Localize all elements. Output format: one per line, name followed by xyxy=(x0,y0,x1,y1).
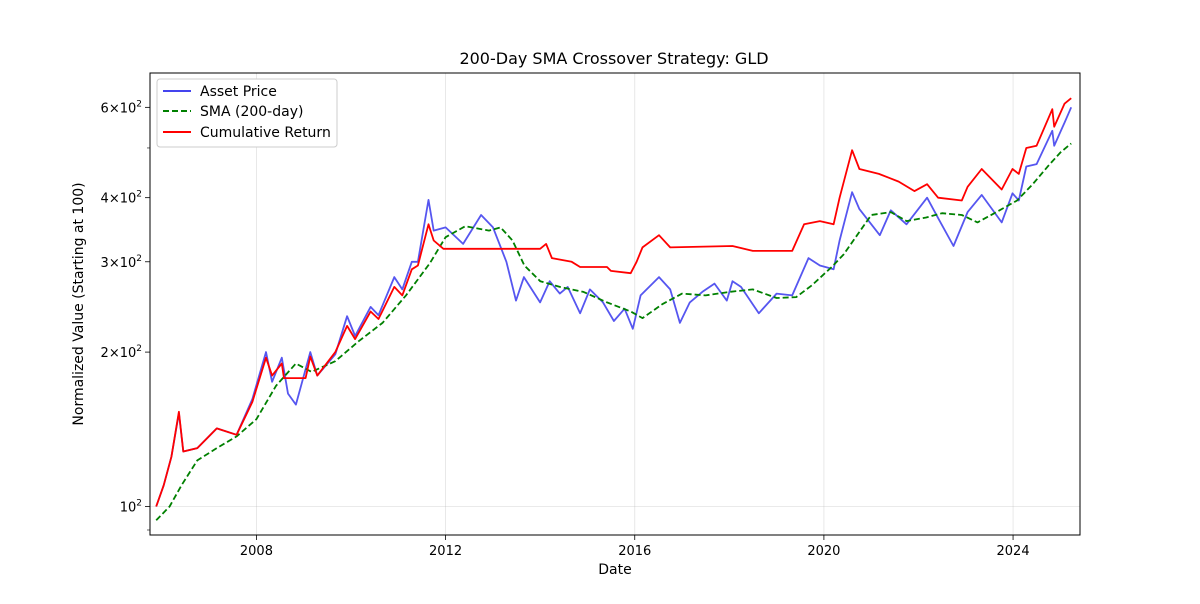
axis-layer: 2008 2012 2016 2020 2024 102 2×102 3×102 4×102 6×… xyxy=(101,99,1030,559)
y-tick-label-600: 6×102 xyxy=(101,99,142,116)
x-tick-label-2008: 2008 xyxy=(240,544,273,559)
x-axis-label: Date xyxy=(598,562,631,578)
series-layer xyxy=(155,97,1073,521)
series-line-cumulative-return xyxy=(155,97,1072,507)
legend-label-cumulative-return: Cumulative Return xyxy=(200,125,331,141)
legend-label-sma: SMA (200-day) xyxy=(200,104,303,120)
series-line-asset-price xyxy=(155,106,1073,507)
legend-label-asset-price: Asset Price xyxy=(200,84,277,100)
grid-layer xyxy=(150,73,1080,535)
y-tick-label-200: 2×102 xyxy=(101,344,142,361)
y-tick-label-100: 102 xyxy=(120,499,142,516)
y-axis-label: Normalized Value (Starting at 100) xyxy=(71,182,87,425)
plot-frame xyxy=(149,72,1081,536)
x-tick-label-2012: 2012 xyxy=(429,544,462,559)
x-tick-label-2024: 2024 xyxy=(997,544,1030,559)
legend: Asset Price SMA (200-day) Cumulative Ret… xyxy=(156,78,338,148)
y-tick-label-400: 4×102 xyxy=(101,190,142,207)
legend-box xyxy=(156,78,338,148)
series-line-sma-200-day xyxy=(155,142,1072,521)
x-tick-label-2016: 2016 xyxy=(618,544,651,559)
x-tick-label-2020: 2020 xyxy=(807,544,840,559)
y-tick-label-300: 3×102 xyxy=(101,254,142,271)
chart-title: 200-Day SMA Crossover Strategy: GLD xyxy=(459,49,768,68)
